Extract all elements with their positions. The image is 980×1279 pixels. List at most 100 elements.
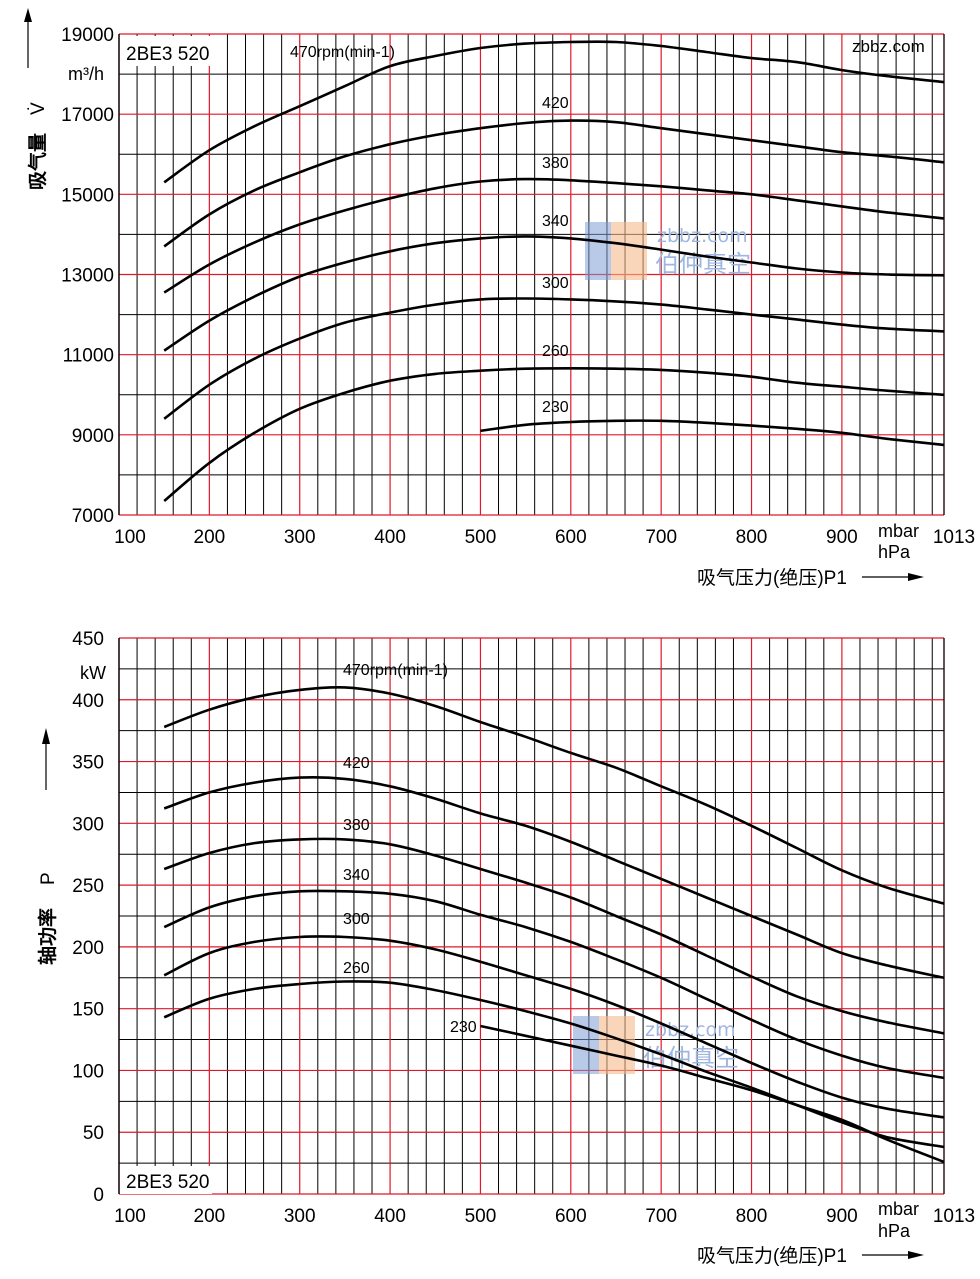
y-tick-label: 13000 <box>61 266 114 287</box>
y-tick-label: 9000 <box>72 426 114 447</box>
x-unit-hpa: hPa <box>878 1221 911 1241</box>
series-curve <box>163 235 945 352</box>
y-axis-arrow-head <box>42 728 50 744</box>
x-axis-arrow-head <box>908 573 924 581</box>
y-tick-label: 400 <box>72 691 104 712</box>
series-curve <box>163 119 945 248</box>
series-label: 300 <box>542 275 569 292</box>
grid <box>118 33 945 516</box>
watermark-logo-accent <box>599 1016 635 1074</box>
y-axis-title: 吸气量 V̇ <box>26 102 49 190</box>
x-tick-label: 500 <box>465 527 497 548</box>
shaft-power-chart: zbbz.com 伯仲真空 0 50 100 150 200 250 300 350 400 45… <box>36 629 975 1267</box>
y-tick-label: 300 <box>72 814 104 835</box>
watermark-brand: 伯仲真空 <box>643 1044 739 1072</box>
x-unit-mbar: mbar <box>878 1199 919 1219</box>
x-tick-label: 400 <box>374 1206 406 1227</box>
series-label: 380 <box>343 817 370 834</box>
y-tick-label: 250 <box>72 876 104 897</box>
x-tick-label: 200 <box>194 527 226 548</box>
x-axis-title: 吸气压力(绝压)P1 <box>697 567 847 589</box>
series-label: 420 <box>343 755 370 772</box>
series-curve <box>163 889 945 1080</box>
unit-label-box <box>74 660 114 684</box>
x-tick-label: 800 <box>736 1206 768 1227</box>
series-label: 470rpm(min-1) <box>290 44 395 61</box>
series-labels: 470rpm(min-1) 420 380 340 300 260 230 <box>290 44 569 416</box>
x-tick-label: 100 <box>114 527 146 548</box>
model-label-box <box>120 36 212 66</box>
watermark-logo-block <box>585 222 611 280</box>
series-curve <box>163 297 945 420</box>
grid <box>118 637 945 1195</box>
series-label: 300 <box>343 911 370 928</box>
series-label: 470rpm(min-1) <box>343 662 448 679</box>
x-tick-label: 500 <box>465 1206 497 1227</box>
series-label: 230 <box>450 1019 477 1036</box>
series-label: 230 <box>542 399 569 416</box>
y-tick-labels: 0 50 100 150 200 250 300 350 400 450 <box>72 629 104 1206</box>
y-tick-label: 350 <box>72 753 104 774</box>
y-axis-symbol: P <box>38 872 59 885</box>
x-tick-label: 700 <box>645 527 677 548</box>
x-unit-hpa: hPa <box>878 542 911 562</box>
x-tick-label: 100 <box>114 1206 146 1227</box>
x-tick-labels: 100 200 300 400 500 600 700 800 900 1013 <box>114 1206 975 1227</box>
series-label: 380 <box>542 155 569 172</box>
x-unit-mbar: mbar <box>878 521 919 541</box>
series-label: 340 <box>343 867 370 884</box>
x-tick-label: 700 <box>645 1206 677 1227</box>
y-tick-label: 7000 <box>72 506 114 527</box>
y-axis-arrow-head <box>24 8 32 22</box>
watermark-domain: zbbz.com <box>657 225 748 247</box>
y-axis-title: 轴功率 P <box>36 872 59 965</box>
watermark-domain: zbbz.com <box>645 1019 736 1041</box>
y-tick-label: 100 <box>72 1061 104 1082</box>
series-curve <box>163 177 945 294</box>
series-label: 260 <box>343 960 370 977</box>
model-label: 2BE3 520 <box>126 44 209 65</box>
x-tick-label: 300 <box>284 1206 316 1227</box>
curves <box>163 40 945 502</box>
y-tick-label: 450 <box>72 629 104 650</box>
watermark-logo-accent <box>611 222 647 280</box>
model-label-box <box>120 1166 212 1194</box>
suction-volume-chart: zbbz.com 伯仲真空 7000 9000 11000 13000 15000 170… <box>24 8 975 589</box>
series-curve <box>480 1024 945 1164</box>
y-tick-label: 19000 <box>61 25 114 46</box>
y-tick-label: 15000 <box>61 185 114 206</box>
x-tick-label: 400 <box>374 527 406 548</box>
y-axis-symbol: V̇ <box>28 102 49 115</box>
x-axis-title: 吸气压力(绝压)P1 <box>697 1245 847 1267</box>
series-curve <box>163 776 945 980</box>
series-curve <box>163 935 945 1119</box>
model-label: 2BE3 520 <box>126 1172 209 1193</box>
series-curve <box>163 837 945 1035</box>
x-tick-label: 1013 <box>933 1206 975 1227</box>
series-curve <box>163 40 945 184</box>
series-labels: 470rpm(min-1) 420 380 340 300 260 230 <box>343 662 477 1036</box>
series-curve <box>480 419 945 447</box>
y-tick-label: 0 <box>93 1185 104 1206</box>
y-tick-label: 17000 <box>61 105 114 126</box>
y-tick-labels: 7000 9000 11000 13000 15000 17000 19000 <box>61 25 114 527</box>
series-label: 340 <box>542 213 569 230</box>
series-curve <box>163 367 945 502</box>
y-tick-label: 11000 <box>63 346 114 367</box>
unit-label-box <box>64 60 118 86</box>
series-label: 420 <box>542 95 569 112</box>
x-tick-label: 900 <box>826 1206 858 1227</box>
x-tick-labels: 100 200 300 400 500 600 700 800 900 1013 <box>114 527 975 548</box>
x-tick-label: 600 <box>555 1206 587 1227</box>
y-tick-label: 150 <box>72 1000 104 1021</box>
watermark: zbbz.com 伯仲真空 <box>573 1016 739 1074</box>
y-tick-label: 200 <box>72 938 104 959</box>
x-axis-arrow-head <box>908 1251 924 1259</box>
y-unit-label: m³/h <box>68 64 104 84</box>
x-tick-label: 600 <box>555 527 587 548</box>
x-tick-label: 900 <box>826 527 858 548</box>
x-tick-label: 200 <box>194 1206 226 1227</box>
series-curve <box>163 685 945 905</box>
y-axis-title-text: 吸气量 <box>26 133 49 190</box>
